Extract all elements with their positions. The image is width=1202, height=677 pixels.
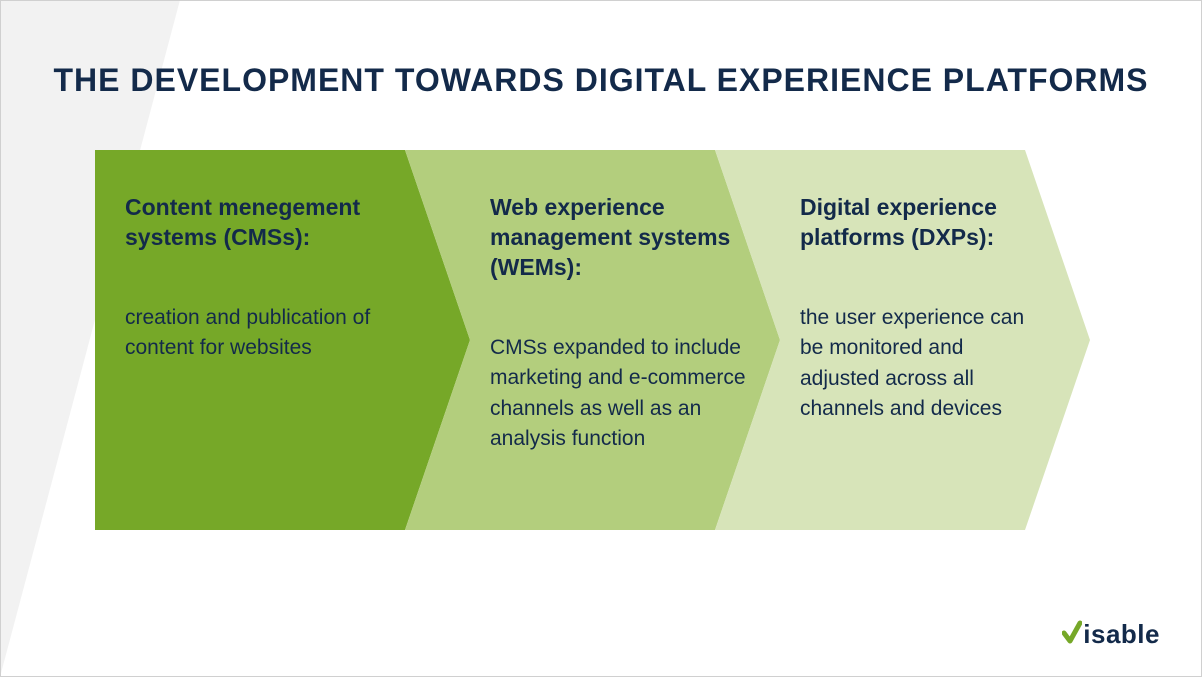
chevron-stage-3: Digital experience platforms (DXPs): the … (715, 150, 1090, 530)
chevron-heading: Digital experience platforms (DXPs): (800, 193, 1045, 253)
chevron-row: Content menegement systems (CMSs): creati… (95, 150, 1165, 530)
chevron-content: Content menegement systems (CMSs): creati… (125, 193, 385, 364)
chevron-desc: creation and publication of content for … (125, 303, 385, 364)
brand-logo: isable (1062, 619, 1160, 647)
chevron-heading: Web experience management systems (WEMs)… (490, 193, 750, 283)
chevron-desc: the user experience can be monitored and… (800, 303, 1045, 425)
chevron-desc: CMSs expanded to include marketing and e… (490, 333, 750, 455)
logo-check-icon (1062, 619, 1082, 647)
slide-title: THE DEVELOPMENT TOWARDS DIGITAL EXPERIEN… (0, 62, 1202, 99)
chevron-content: Digital experience platforms (DXPs): the … (800, 193, 1045, 425)
logo-word: isable (1083, 621, 1160, 647)
chevron-heading: Content menegement systems (CMSs): (125, 193, 385, 253)
chevron-content: Web experience management systems (WEMs)… (490, 193, 750, 454)
